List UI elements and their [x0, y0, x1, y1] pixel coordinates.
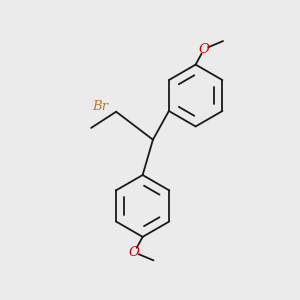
Text: O: O	[129, 246, 140, 259]
Text: Br: Br	[92, 100, 108, 113]
Text: O: O	[198, 43, 209, 56]
